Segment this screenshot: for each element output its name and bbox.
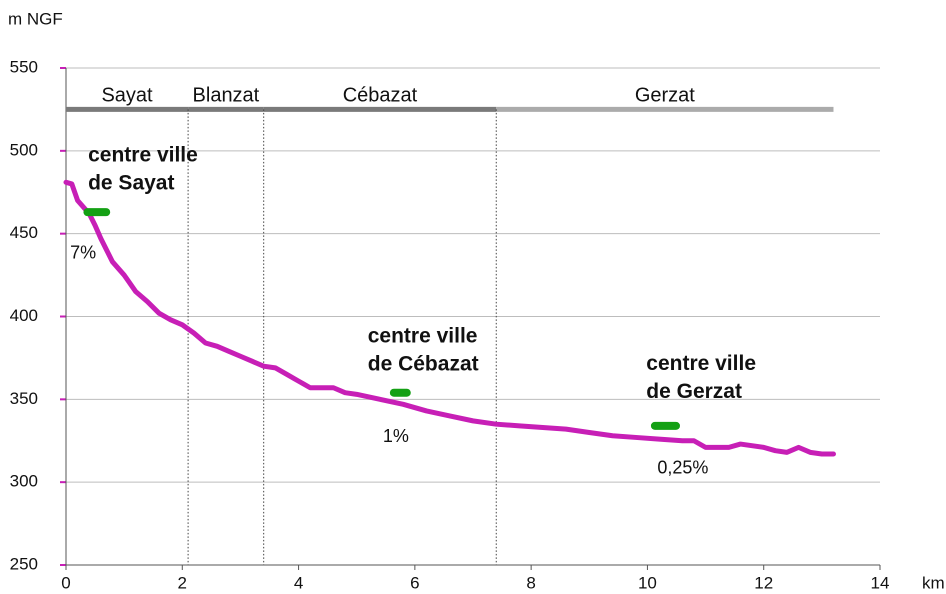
- annotation: de Gerzat: [646, 380, 742, 403]
- elevation-line: [63, 179, 836, 457]
- annotation: de Sayat: [88, 171, 174, 194]
- annotation: centre ville: [368, 325, 478, 348]
- x-tick-label: 6: [410, 573, 419, 592]
- zone-label: Cébazat: [343, 85, 418, 107]
- y-tick-label: 300: [10, 472, 38, 491]
- annotation: centre ville: [646, 352, 756, 375]
- x-tick-label: 0: [61, 573, 70, 592]
- annotation: centre ville: [88, 143, 198, 166]
- y-tick-label: 250: [10, 554, 38, 573]
- zone-label: Blanzat: [193, 85, 260, 107]
- x-axis-label: km: [922, 573, 945, 592]
- y-tick-label: 450: [10, 223, 38, 242]
- x-tick-label: 2: [178, 573, 187, 592]
- y-tick-label: 550: [10, 57, 38, 76]
- x-tick-label: 4: [294, 573, 303, 592]
- zone-label: Sayat: [101, 85, 153, 107]
- annotation: de Cébazat: [368, 353, 479, 376]
- y-axis-label: m NGF: [8, 9, 63, 28]
- zone-label: Gerzat: [635, 85, 695, 107]
- x-tick-label: 10: [638, 573, 657, 592]
- slope-label: 7%: [70, 242, 96, 262]
- y-tick-label: 400: [10, 306, 38, 325]
- y-tick-label: 500: [10, 140, 38, 159]
- slope-label: 1%: [383, 426, 409, 446]
- x-tick-label: 12: [754, 573, 773, 592]
- slope-label: 0,25%: [657, 458, 708, 478]
- x-tick-label: 14: [871, 573, 890, 592]
- y-tick-label: 350: [10, 389, 38, 408]
- x-tick-label: 8: [526, 573, 535, 592]
